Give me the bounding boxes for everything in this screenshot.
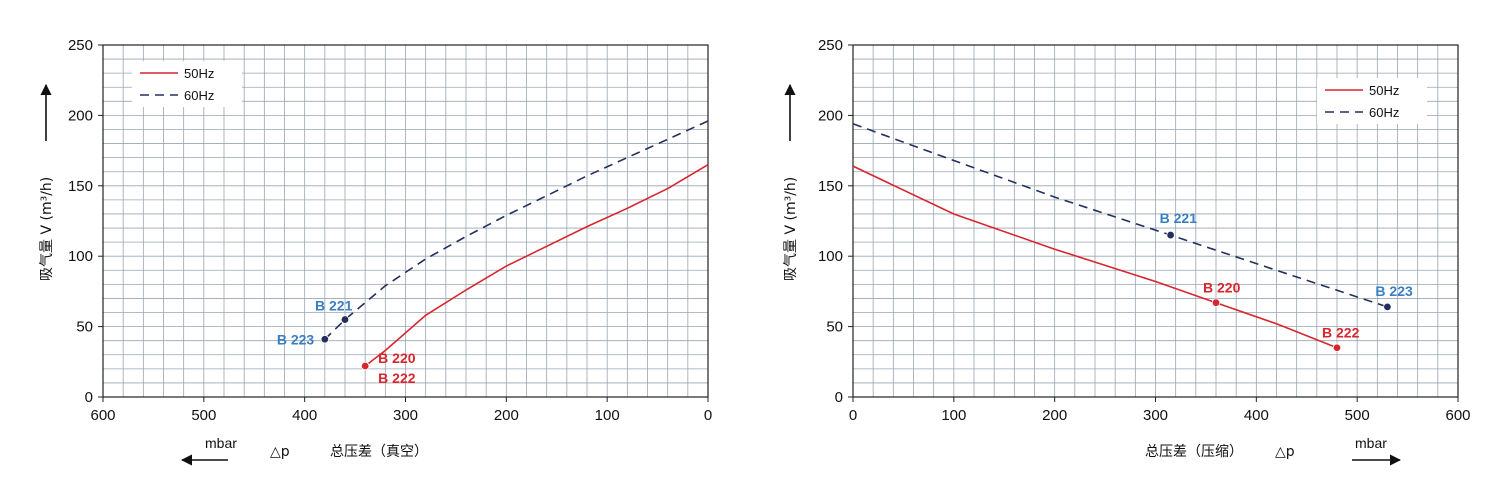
legend-label: 60Hz	[184, 88, 214, 103]
y-tick-label: 200	[818, 107, 843, 124]
x-tick-label: 0	[849, 407, 857, 424]
data-point-marker	[321, 335, 329, 343]
x-tick-label: 200	[494, 407, 519, 424]
x-tick-label: 600	[1445, 407, 1470, 424]
series-line-60hz	[853, 124, 1387, 307]
model-label: B 223	[1375, 283, 1413, 299]
series-line-50hz	[365, 165, 708, 366]
x-tick-label: 600	[90, 407, 115, 424]
pressure-chart: 0 100 200 300 400 500 600 0 50 100 150 200 250 50Hz 60…	[783, 37, 1471, 460]
model-label: B 221	[315, 298, 353, 314]
x-tick-label: 300	[393, 407, 418, 424]
model-label: B 220	[1203, 280, 1241, 296]
x-tick-label: 100	[941, 407, 966, 424]
y-tick-label: 150	[818, 178, 843, 195]
data-point-marker	[1384, 303, 1392, 311]
model-label: B 223	[277, 331, 315, 347]
vacuum-chart: 010020030040050060005010015020025050Hz60…	[39, 37, 712, 460]
y-tick-label: 100	[68, 248, 93, 265]
unit-label: mbar	[1355, 435, 1387, 451]
legend-label: 60Hz	[1369, 105, 1399, 120]
legend: 50Hz 60Hz	[1317, 78, 1427, 124]
model-label: B 221	[1160, 210, 1198, 226]
unit-label: mbar	[205, 435, 237, 451]
y-axis-title: 吸气量 V (m³/h)	[783, 177, 799, 281]
legend: 50Hz 60Hz	[132, 61, 242, 107]
model-label: B 222	[1322, 325, 1360, 341]
data-point-marker	[1333, 344, 1341, 352]
model-label: B 220	[378, 350, 416, 366]
y-axis-title-group: 吸气量 V (m³/h)	[39, 85, 55, 281]
data-point-marker	[341, 316, 349, 324]
y-tick-label: 50	[76, 319, 93, 336]
y-tick-label: 200	[68, 107, 93, 124]
data-point-marker	[1167, 231, 1175, 239]
y-tick-label: 0	[85, 389, 93, 406]
x-tick-label: 300	[1143, 407, 1168, 424]
data-point-marker	[1212, 299, 1220, 307]
x-tick-label: 100	[595, 407, 620, 424]
y-tick-label: 250	[68, 37, 93, 54]
x-tick-label: 500	[1345, 407, 1370, 424]
delta-p-symbol: △p	[1275, 444, 1295, 460]
x-axis-title: 总压差（压缩）	[1145, 444, 1243, 460]
y-tick-label: 50	[826, 319, 843, 336]
series-line-60hz	[325, 121, 708, 339]
y-tick-label: 150	[68, 178, 93, 195]
legend-label: 50Hz	[1369, 83, 1399, 98]
y-tick-label: 250	[818, 37, 843, 54]
x-tick-label: 400	[292, 407, 317, 424]
y-tick-label: 0	[835, 389, 843, 406]
delta-p-symbol: △p	[270, 444, 290, 460]
x-tick-label: 400	[1244, 407, 1269, 424]
legend-label: 50Hz	[184, 66, 214, 81]
data-point-marker	[361, 362, 369, 370]
y-axis-title: 吸气量 V (m³/h)	[39, 177, 55, 281]
x-tick-label: 0	[704, 407, 712, 424]
model-label: B 222	[378, 370, 416, 386]
y-axis-title-group: 吸气量 V (m³/h)	[783, 85, 799, 281]
x-tick-label: 500	[191, 407, 216, 424]
x-axis-title: 总压差（真空）	[330, 444, 428, 460]
x-tick-label: 200	[1042, 407, 1067, 424]
y-tick-label: 100	[818, 248, 843, 265]
